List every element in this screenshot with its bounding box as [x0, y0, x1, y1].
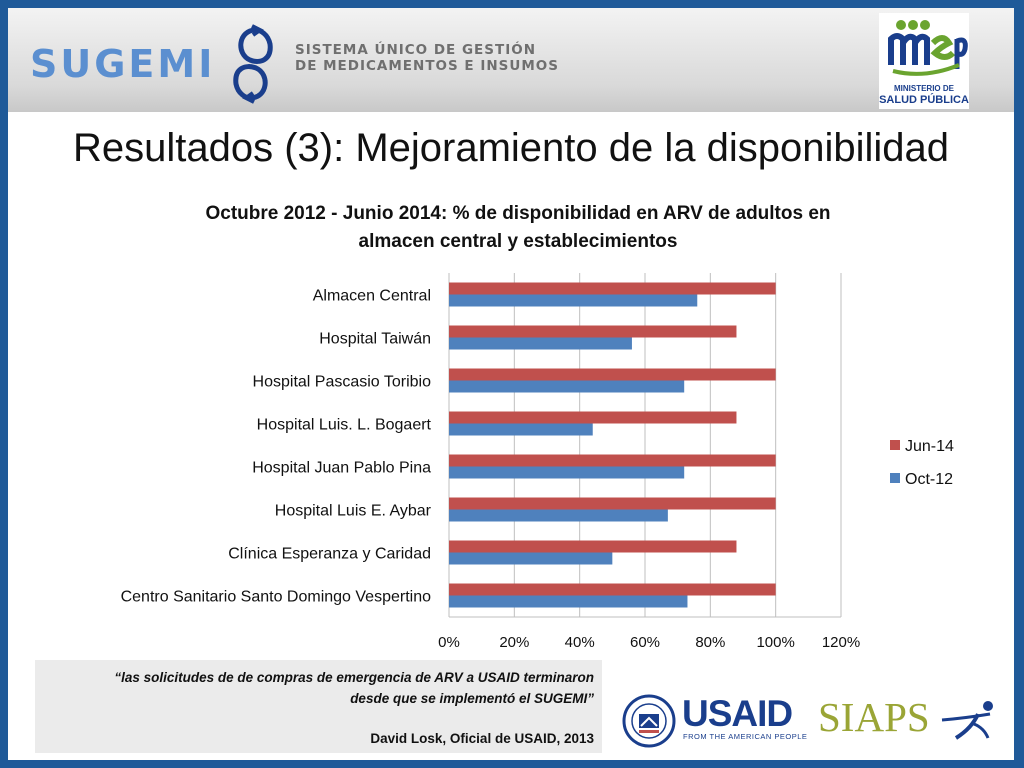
siaps-logo-text: SIAPS	[818, 694, 930, 740]
x-tick-label: 120%	[822, 634, 860, 651]
sugemi-tagline: SISTEMA ÚNICO DE GESTIÓN DE MEDICAMENTOS…	[295, 42, 559, 74]
category-label: Centro Sanitario Santo Domingo Vespertin…	[121, 589, 432, 606]
usaid-logo-text: USAID	[682, 693, 793, 734]
x-tick-label: 60%	[630, 634, 660, 651]
legend-label: Oct-12	[905, 471, 953, 488]
slide-title: Resultados (3): Mejoramiento de la dispo…	[72, 126, 950, 170]
tagline-line-2: DE MEDICAMENTOS E INSUMOS	[295, 58, 559, 74]
x-tick-label: 100%	[756, 634, 794, 651]
category-label: Hospital Taiwán	[319, 331, 431, 348]
bar-jun-14	[449, 583, 776, 596]
bar-oct-12	[449, 337, 632, 350]
bar-oct-12	[449, 294, 698, 307]
bar-jun-14	[449, 368, 776, 381]
x-tick-label: 40%	[565, 634, 595, 651]
bar-jun-14	[449, 325, 737, 338]
bar-jun-14	[449, 411, 737, 424]
bar-oct-12	[449, 595, 688, 608]
x-tick-label: 80%	[695, 634, 725, 651]
bar-oct-12	[449, 552, 613, 565]
category-label: Almacen Central	[313, 288, 431, 305]
bar-oct-12	[449, 509, 668, 522]
chart-title-line-1: Octubre 2012 - Junio 2014: % de disponib…	[205, 203, 831, 224]
ministry-line-1: MINISTERIO DE	[893, 84, 954, 93]
header-banner: SUGEMI SISTEMA ÚNICO DE GESTIÓN DE MEDIC…	[8, 8, 1014, 112]
bar-chart: 0% 20% 40% 60% 80% 100% 120% Almacen Central Hos…	[121, 273, 954, 651]
msp-logo-mark	[888, 20, 968, 76]
x-tick-label: 20%	[499, 634, 529, 651]
bar-oct-12	[449, 466, 685, 479]
usaid-seal-icon	[622, 694, 676, 748]
siaps-figure-icon	[941, 701, 993, 740]
quote-author: David Losk, Oficial de USAID, 2013	[370, 731, 594, 746]
quote-line-2: desde que se implementó el SUGEMI”	[350, 691, 594, 706]
x-tick-label: 0%	[438, 634, 460, 651]
category-label: Hospital Luis. L. Bogaert	[257, 417, 432, 434]
bar-jun-14	[449, 282, 776, 295]
sugemi-logo-text: SUGEMI	[30, 42, 216, 86]
msp-logo: MINISTERIO DE SALUD PÚBLICA	[879, 13, 969, 109]
legend-label: Jun-14	[905, 438, 954, 455]
category-label: Hospital Juan Pablo Pina	[252, 460, 431, 477]
bar-jun-14	[449, 454, 776, 467]
chart-title: Octubre 2012 - Junio 2014: % de disponib…	[138, 200, 898, 256]
category-label: Clínica Esperanza y Caridad	[228, 546, 431, 563]
category-label: Hospital Pascasio Toribio	[253, 374, 432, 391]
bar-oct-12	[449, 423, 593, 436]
slide: SUGEMI SISTEMA ÚNICO DE GESTIÓN DE MEDIC…	[8, 8, 1014, 760]
sugemi-logo-icon	[233, 24, 273, 104]
quote-text: “las solicitudes de de compras de emerge…	[54, 667, 594, 709]
tagline-line-1: SISTEMA ÚNICO DE GESTIÓN	[295, 42, 537, 58]
bar-jun-14	[449, 497, 776, 510]
bar-oct-12	[449, 380, 685, 393]
usaid-tagline: FROM THE AMERICAN PEOPLE	[683, 732, 808, 741]
ministry-line-2: SALUD PÚBLICA	[879, 94, 969, 106]
bar-jun-14	[449, 540, 737, 553]
legend-swatch	[890, 473, 900, 483]
quote-line-1: “las solicitudes de de compras de emerge…	[114, 670, 594, 685]
category-label: Hospital Luis E. Aybar	[275, 503, 432, 520]
quote-box: “las solicitudes de de compras de emerge…	[35, 660, 602, 753]
chart-title-line-2: almacen central y establecimientos	[358, 231, 678, 252]
legend-swatch	[890, 440, 900, 450]
